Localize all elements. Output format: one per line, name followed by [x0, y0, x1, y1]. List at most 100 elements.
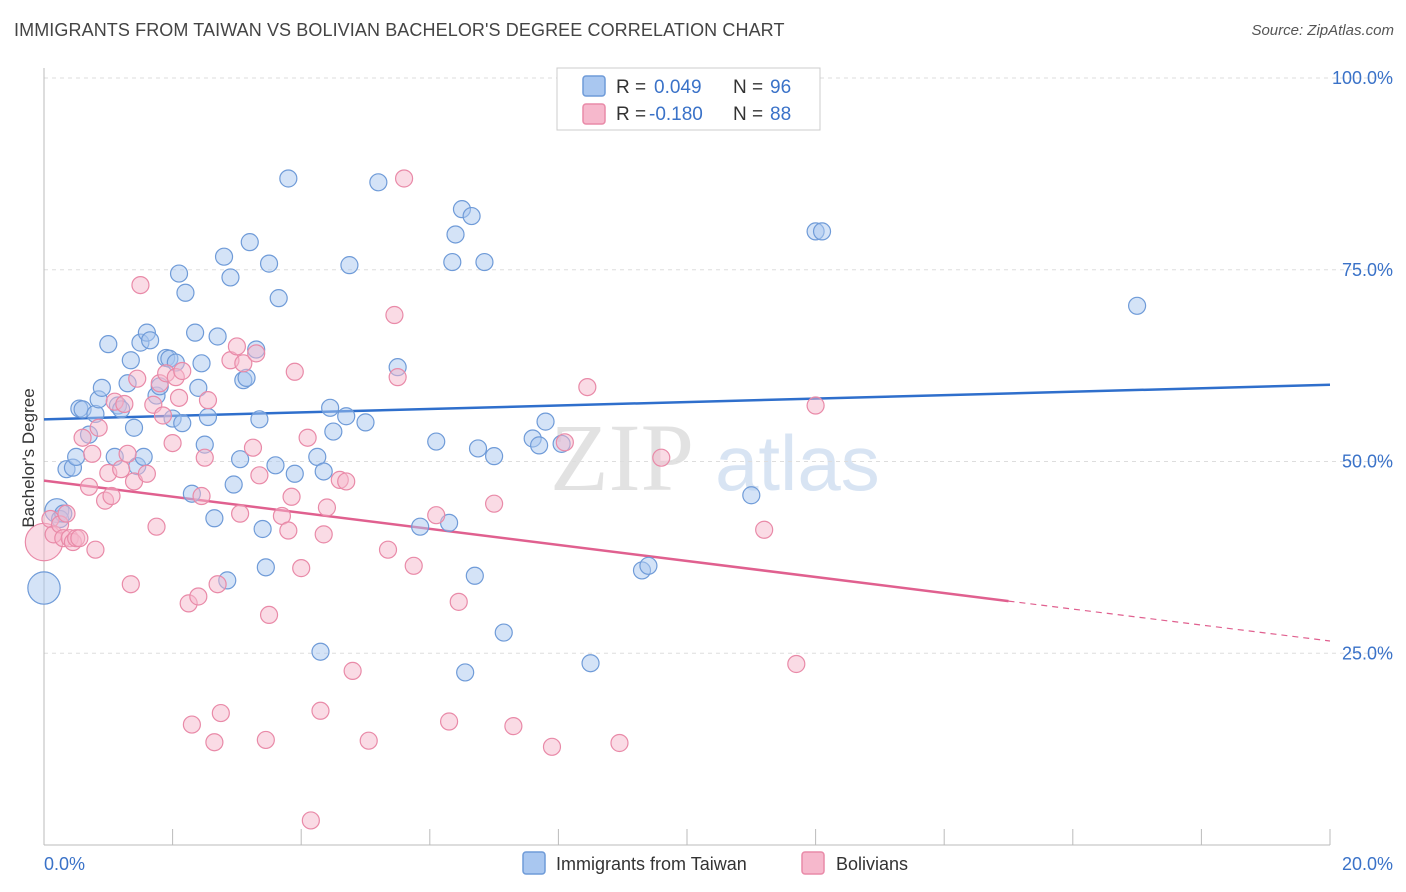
bolivian-point	[83, 444, 102, 463]
bolivian-point	[198, 391, 218, 410]
bolivian-point	[256, 730, 275, 750]
bolivian-point	[298, 428, 317, 447]
taiwan-point	[314, 462, 333, 481]
taiwan-point	[99, 335, 118, 354]
bolivian-point	[359, 731, 378, 750]
bolivian-point	[169, 388, 189, 407]
bolivian-point	[131, 275, 150, 295]
axes	[43, 68, 1331, 846]
bolivian-point	[806, 396, 825, 415]
taiwan-point	[134, 447, 153, 466]
taiwan-point	[285, 464, 304, 483]
taiwan-point	[269, 289, 288, 308]
bolivian-point	[79, 477, 99, 496]
bottom-legend-label-taiwan: Immigrants from Taiwan	[556, 854, 747, 874]
taiwan-point	[485, 447, 504, 466]
source-credit: Source: ZipAtlas.com	[1251, 22, 1394, 39]
legend-r-label-bolivian: R =	[616, 104, 646, 125]
taiwan-point	[462, 206, 481, 226]
bolivian-point	[227, 337, 246, 356]
bolivian-point	[317, 498, 337, 517]
bolivian-point	[189, 587, 208, 606]
bolivian-point	[128, 369, 147, 388]
bolivian-point	[337, 472, 356, 491]
bolivian-point	[555, 433, 574, 452]
taiwan-point	[311, 642, 330, 661]
bolivian-point	[311, 701, 330, 720]
bolivian-point	[115, 394, 134, 414]
bolivian-point	[250, 466, 269, 485]
taiwan-point	[742, 486, 761, 505]
chart-title: IMMIGRANTS FROM TAIWAN VS BOLIVIAN BACHE…	[14, 20, 785, 40]
taiwan-point	[192, 354, 211, 373]
bolivian-point	[173, 361, 192, 381]
watermark: ZIP atlas	[550, 404, 880, 511]
taiwan-point	[173, 414, 192, 433]
bolivian-point	[102, 486, 121, 506]
bolivian-point	[247, 344, 266, 363]
bolivian-point	[542, 737, 562, 756]
y-tick-label: 25.0%	[1342, 643, 1393, 663]
bottom-legend-label-bolivian: Bolivians	[836, 854, 908, 874]
watermark-atlas: atlas	[715, 419, 880, 507]
bolivian-point	[279, 521, 298, 540]
bolivian-point	[787, 654, 806, 674]
taiwan-point	[250, 410, 269, 429]
legend-n-label-taiwan: N =	[733, 77, 763, 98]
taiwan-point	[427, 432, 446, 451]
taiwan-point	[266, 456, 285, 475]
taiwan-point	[356, 413, 375, 432]
bolivian-point	[485, 494, 504, 513]
bolivian-point	[205, 733, 224, 752]
taiwan-point	[124, 418, 144, 437]
series-taiwan-points	[27, 169, 1147, 682]
bolivian-point	[208, 575, 227, 594]
taiwan-point	[27, 571, 61, 605]
bolivian-point	[121, 575, 140, 594]
legend-r-value-taiwan: 0.049	[654, 77, 702, 98]
bolivian-point	[243, 438, 263, 457]
series-bolivian-points	[24, 169, 825, 830]
bolivian-point	[118, 444, 137, 463]
bottom-legend-swatch-taiwan	[522, 851, 546, 875]
taiwan-point	[443, 252, 462, 272]
y-tick-labels: 25.0% 50.0% 75.0% 100.0%	[1332, 68, 1393, 663]
bolivian-point	[153, 406, 173, 425]
taiwan-point	[536, 412, 555, 431]
bolivian-point	[404, 556, 423, 575]
bolivian-point	[112, 460, 131, 479]
trend-line-bolivian-extension	[1008, 600, 1331, 642]
bolivian-point	[70, 529, 89, 548]
taiwan-point	[176, 283, 195, 302]
taiwan-point	[639, 556, 658, 575]
bolivian-point	[234, 354, 253, 373]
legend-swatch-taiwan	[582, 75, 606, 97]
bottom-legend: Immigrants from Taiwan Bolivians	[522, 851, 908, 875]
taiwan-point	[337, 407, 356, 426]
taiwan-point	[259, 254, 279, 273]
bolivian-point	[211, 703, 230, 723]
bolivian-point	[137, 464, 156, 483]
taiwan-point	[530, 436, 549, 455]
bolivian-point	[314, 525, 333, 544]
taiwan-point	[465, 566, 484, 585]
taiwan-point	[224, 475, 243, 494]
taiwan-point	[189, 378, 208, 397]
legend-n-value-bolivian: 88	[770, 104, 791, 125]
taiwan-point	[205, 509, 224, 528]
bolivian-point	[343, 661, 362, 680]
bolivian-point	[449, 592, 468, 611]
taiwan-point	[324, 422, 343, 441]
taiwan-point	[67, 447, 86, 466]
bolivian-point	[57, 504, 76, 523]
taiwan-point	[411, 517, 430, 536]
y-tick-label: 75.0%	[1342, 260, 1393, 280]
bolivian-point	[578, 378, 597, 397]
taiwan-point	[221, 268, 240, 287]
bolivian-point	[378, 540, 398, 559]
taiwan-point	[231, 450, 250, 469]
bolivian-point	[86, 540, 105, 559]
y-axis-label: Bachelor's Degree	[19, 388, 38, 527]
bolivian-point	[282, 487, 301, 506]
